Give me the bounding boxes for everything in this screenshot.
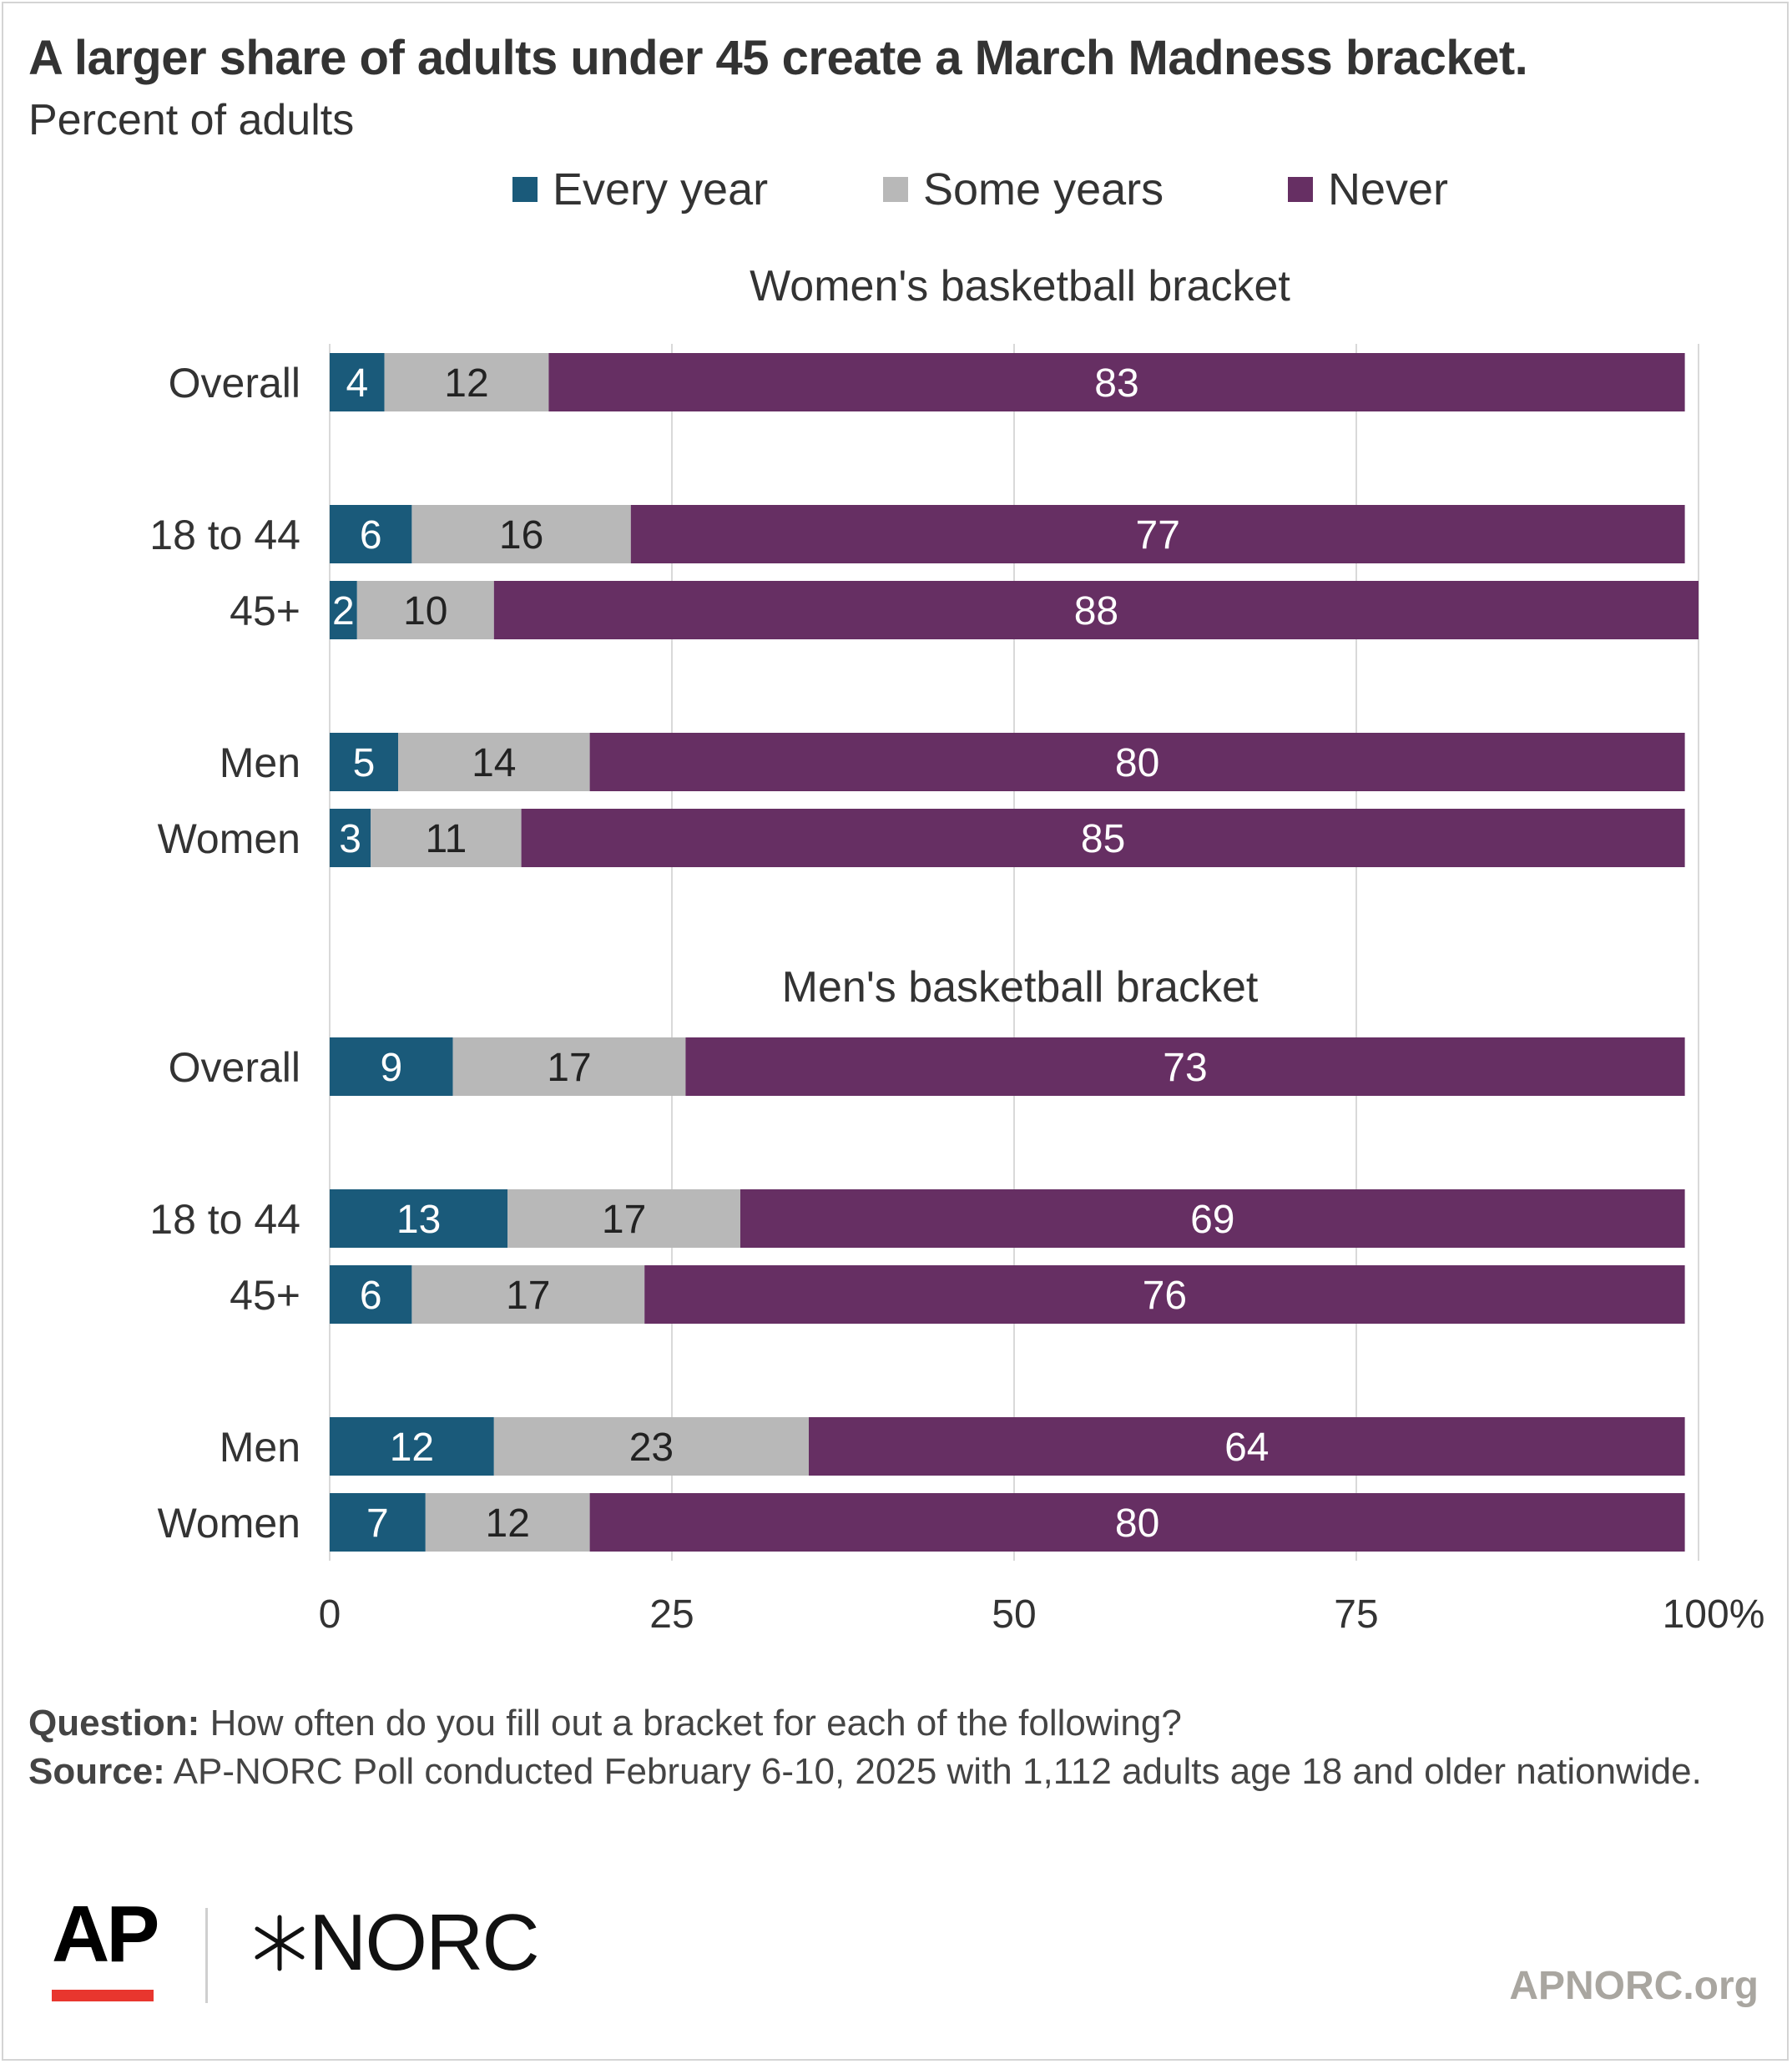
norc-logo: NORC: [250, 1901, 540, 1985]
row-label: Men: [220, 1424, 300, 1471]
bar-some-years: [384, 353, 549, 411]
data-label-never: 80: [1115, 1501, 1159, 1546]
x-tick-label: 50: [992, 1592, 1036, 1637]
row-label: 18 to 44: [149, 512, 300, 558]
data-label-every-year: 5: [353, 741, 376, 785]
data-label-some-years: 11: [425, 817, 467, 861]
bar-never: [685, 1037, 1685, 1096]
data-label-never: 80: [1115, 741, 1159, 785]
bar-every-year: [330, 1189, 508, 1248]
bar-some-years: [411, 505, 631, 563]
row-label: Overall: [169, 1044, 300, 1091]
ap-logo: AP: [52, 1895, 159, 2003]
data-label-every-year: 12: [390, 1426, 434, 1470]
data-label-some-years: 23: [629, 1426, 674, 1470]
chart-footer: Question: How often do you fill out a br…: [28, 1699, 1739, 1796]
bar-some-years: [507, 1189, 740, 1248]
data-label-never: 83: [1094, 361, 1138, 406]
bar-never: [521, 809, 1685, 867]
data-label-never: 88: [1074, 589, 1118, 633]
bar-every-year: [330, 581, 357, 639]
legend-item-every-year: Every year: [512, 164, 768, 215]
source-note: Source: AP-NORC Poll conducted February …: [28, 1751, 1702, 1792]
row-label: Women: [158, 1500, 300, 1547]
legend-label-some-years: Some years: [923, 164, 1164, 214]
legend-label-every-year: Every year: [553, 164, 769, 214]
data-label-never: 69: [1190, 1198, 1234, 1242]
bar-never: [809, 1417, 1685, 1476]
bar-every-year: [330, 353, 385, 411]
bar-some-years: [452, 1037, 686, 1096]
bar-every-year: [330, 809, 371, 867]
legend-swatch-never: [1288, 177, 1313, 202]
data-label-some-years: 16: [499, 513, 543, 558]
x-tick-label: 100%: [1663, 1592, 1765, 1637]
x-tick-label: 75: [1334, 1592, 1378, 1637]
row-label: Women: [158, 815, 300, 862]
bar-never: [493, 581, 1699, 639]
data-label-some-years: 12: [444, 361, 488, 406]
data-label-some-years: 17: [602, 1198, 646, 1242]
panel-title: Men's basketball bracket: [782, 963, 1259, 1012]
row-label: Overall: [169, 360, 300, 406]
bar-every-year: [330, 1265, 412, 1324]
norc-star-icon: [255, 1915, 305, 1971]
data-label-some-years: 17: [547, 1046, 591, 1090]
legend-swatch-every-year: [512, 177, 538, 202]
bar-never: [589, 1493, 1685, 1552]
bar-never: [548, 353, 1685, 411]
data-label-never: 77: [1136, 513, 1180, 558]
site-url: APNORC.org: [1509, 1964, 1759, 2008]
row-label: Men: [220, 739, 300, 786]
data-label-never: 64: [1224, 1426, 1269, 1470]
x-tick-label: 0: [319, 1592, 341, 1637]
data-label-every-year: 3: [339, 817, 361, 861]
row-label: 18 to 44: [149, 1196, 300, 1243]
data-label-every-year: 4: [346, 361, 368, 406]
legend-label-never: Never: [1328, 164, 1449, 214]
data-label-some-years: 10: [403, 589, 447, 633]
bar-every-year: [330, 733, 398, 791]
legend: Every year Some years Never: [0, 164, 1792, 222]
bar-some-years: [425, 1493, 590, 1552]
bar-never: [630, 505, 1685, 563]
bar-never: [644, 1265, 1685, 1324]
data-label-every-year: 9: [380, 1046, 402, 1090]
x-tick-label: 25: [649, 1592, 694, 1637]
bar-some-years: [371, 809, 522, 867]
bar-every-year: [330, 1417, 494, 1476]
bar-some-years: [493, 1417, 809, 1476]
row-label: 45+: [230, 588, 300, 634]
row-label: 45+: [230, 1272, 300, 1319]
data-label-every-year: 13: [396, 1198, 441, 1242]
data-label-every-year: 7: [366, 1501, 389, 1546]
panel-title: Women's basketball bracket: [750, 262, 1290, 310]
legend-item-some-years: Some years: [883, 164, 1164, 215]
bar-never: [740, 1189, 1685, 1248]
chart-title: A larger share of adults under 45 create…: [28, 31, 1528, 85]
bar-some-years: [411, 1265, 645, 1324]
bar-never: [589, 733, 1685, 791]
question-note: Question: How often do you fill out a br…: [28, 1703, 1182, 1744]
data-label-never: 76: [1143, 1274, 1187, 1318]
data-label-some-years: 17: [506, 1274, 550, 1318]
bar-some-years: [356, 581, 494, 639]
data-label-every-year: 2: [332, 589, 355, 633]
legend-swatch-some-years: [883, 177, 908, 202]
data-label-some-years: 14: [472, 741, 516, 785]
data-label-some-years: 12: [486, 1501, 530, 1546]
bar-every-year: [330, 505, 412, 563]
data-label-every-year: 6: [360, 513, 382, 558]
bar-every-year: [330, 1493, 426, 1552]
data-label-every-year: 6: [360, 1274, 382, 1318]
bar-every-year: [330, 1037, 453, 1096]
data-label-never: 73: [1163, 1046, 1207, 1090]
data-label-never: 85: [1081, 817, 1125, 861]
stacked-bar-chart: Women's basketball bracket Overall 4 12 83 18…: [149, 262, 1765, 1637]
chart-subtitle: Percent of adults: [28, 96, 355, 144]
logo-divider: [205, 1908, 208, 2003]
bar-some-years: [398, 733, 590, 791]
legend-item-never: Never: [1288, 164, 1448, 215]
